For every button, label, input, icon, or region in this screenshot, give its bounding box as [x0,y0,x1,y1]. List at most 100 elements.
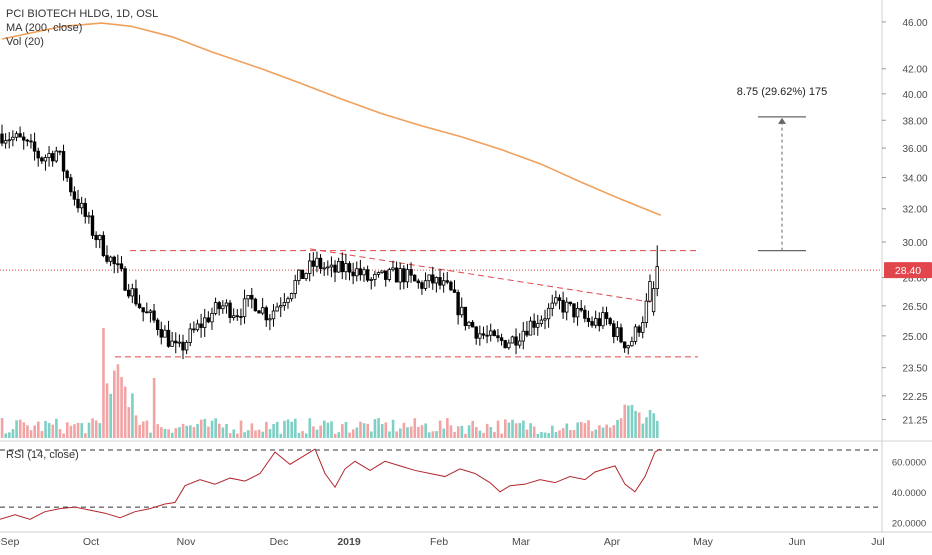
price-tick-label: 32.00 [902,205,927,216]
volume-bar [138,424,141,438]
candle-body [630,340,634,347]
candle-body [452,289,457,293]
candle-body [235,315,239,318]
candle-body [50,153,55,162]
candle-body [83,202,87,217]
legend-rsi-label[interactable]: RSI (14, close) [6,449,79,461]
candle-body [565,301,569,313]
candle-body [116,263,120,266]
candle-body [163,329,167,338]
candle-body [130,288,135,297]
candle-body [521,330,525,342]
time-tick-label: Feb [430,536,448,548]
volume-bar [15,420,18,438]
candle-body [626,345,630,349]
volume-bar [645,417,648,438]
candle-body [340,261,344,273]
candle-body [195,323,200,331]
candle-body [105,255,109,262]
candle-body [528,320,533,336]
candle-body [145,311,149,314]
volume-bar [435,431,438,438]
volume-bar [174,428,178,438]
legend-volume[interactable]: Vol (20) [6,36,44,48]
volume-bar [69,425,73,438]
candle-body [572,303,576,318]
candle-body [311,260,316,267]
price-tick-label: 40.00 [902,90,927,101]
volume-bar [221,427,225,438]
candle-body [36,150,40,159]
volume-bar [26,425,29,438]
volume-bar [40,431,44,438]
candle-body [344,263,348,273]
volume-bar [446,418,449,438]
price-tick-label: 42.00 [902,65,927,76]
candle-body [380,270,384,273]
candle-body [376,272,381,275]
volume-bar [246,430,250,438]
candle-body [394,267,399,283]
volume-bar [210,420,214,438]
candle-body [217,302,221,310]
volume-bar [131,393,134,438]
volume-bar [257,429,261,438]
candle-body [336,261,341,273]
volume-bar [351,429,355,438]
candle-body [637,326,641,333]
candle-body [231,315,236,318]
candle-body [460,306,464,316]
volume-bar [152,378,156,438]
volume-bar [475,427,478,438]
volume-bar [583,423,587,438]
candle-body [65,170,69,179]
volume-bar [261,431,265,438]
volume-bar [301,431,304,438]
volume-bar [232,429,236,438]
volume-bar [62,433,65,438]
measure-arrowhead [778,117,786,124]
candle-body [604,312,609,319]
candle-body [641,322,645,333]
candle-body [329,264,334,268]
candle-body [7,139,11,142]
price-tick-label: 30.00 [902,238,927,249]
volume-bar [290,421,293,438]
volume-bar [569,430,572,438]
candle-body [228,302,232,318]
candle-body [112,256,116,265]
legend-symbol[interactable]: PCI BIOTECH HLDG, 1D, OSL [6,8,159,20]
candle-body [300,269,305,279]
volume-bar [388,431,391,438]
candle-body [478,333,482,339]
volume-bar [333,433,337,438]
candle-body [467,321,471,327]
candle-body [510,336,515,344]
candle-body [174,340,178,344]
candle-body [420,282,424,289]
price-tick-label: 28.00 [902,273,927,284]
candle-body [481,333,486,336]
candle-body [488,330,493,336]
price-tick-label: 36.00 [902,144,927,155]
volume-bar [359,421,362,438]
candle-body [87,215,91,218]
volume-bar [554,432,558,438]
candle-body [622,341,627,349]
legend-ma[interactable]: MA (200, close) [6,22,83,34]
volume-bar [648,410,652,438]
volume-bar [44,421,47,438]
volume-bar [294,418,297,438]
candle-body [25,139,30,142]
volume-bar [319,425,322,438]
volume-bar [236,433,239,438]
volume-bar [283,420,286,438]
candle-body [514,336,518,346]
volume-bar [37,421,40,438]
candle-body [224,302,229,307]
volume-bar [547,433,551,438]
candle-body [575,307,580,318]
volume-bar [518,423,522,438]
